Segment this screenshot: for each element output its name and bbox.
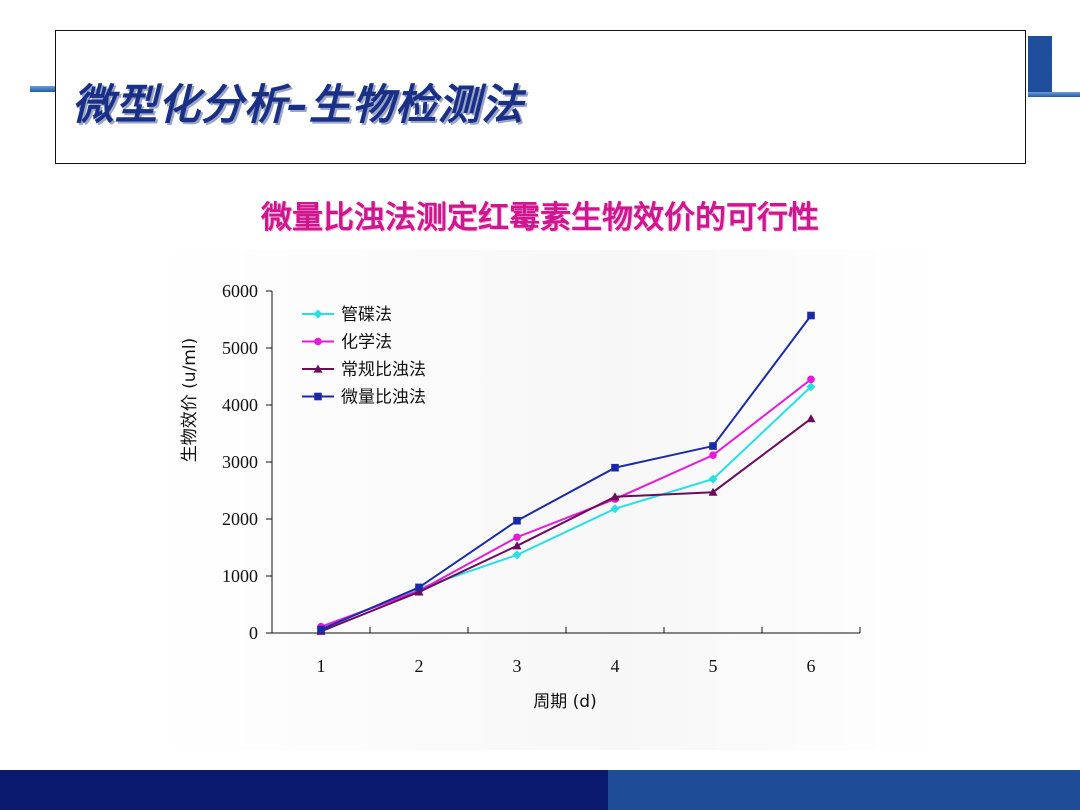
- data-point: [709, 442, 717, 450]
- legend-label: 常规比浊法: [341, 360, 426, 380]
- y-tick-label: 3000: [222, 452, 258, 472]
- slide-title: 微型化分析–生物检测法: [72, 80, 525, 129]
- series-3: [317, 311, 815, 634]
- chart-ticks: 0 1000 2000 3000 4000 5000 6000 1 2 3 4 5 6: [222, 281, 861, 676]
- chart-series: [316, 311, 816, 635]
- legend-label: 化学法: [341, 333, 392, 353]
- series-line: [320, 386, 812, 630]
- y-tick-label: 5000: [222, 338, 258, 358]
- y-tick-label: 2000: [222, 509, 258, 529]
- decorative-bar-left: [30, 86, 56, 92]
- y-tick-label: 1000: [222, 566, 258, 586]
- data-point: [611, 463, 619, 472]
- data-point: [806, 382, 816, 392]
- data-point: [807, 375, 815, 384]
- series-line: [320, 314, 812, 631]
- data-point: [414, 587, 424, 596]
- series-line: [320, 417, 812, 633]
- series-1: [317, 375, 815, 631]
- data-point: [513, 533, 521, 542]
- decorative-bar-right: [1028, 36, 1052, 96]
- legend-marker: [313, 364, 323, 373]
- legend-marker: [314, 337, 322, 346]
- plot-background: [150, 250, 940, 750]
- series-line: [320, 378, 812, 628]
- y-tick-label: 4000: [222, 395, 258, 415]
- footer-bar-dark: [0, 770, 608, 810]
- x-tick-label: 1: [317, 656, 326, 676]
- legend-marker: [313, 309, 323, 319]
- data-point: [610, 492, 620, 501]
- x-tick-label: 6: [807, 656, 816, 676]
- y-tick-label: 6000: [222, 281, 258, 301]
- series-0: [316, 382, 816, 633]
- data-point: [513, 516, 521, 525]
- legend-label: 管碟法: [341, 305, 392, 325]
- x-axis-label: 周期 (d): [533, 692, 596, 712]
- data-point: [512, 541, 522, 550]
- series-2: [316, 414, 816, 635]
- legend-label: 微量比浊法: [341, 388, 426, 408]
- data-point: [610, 504, 620, 514]
- data-point: [708, 474, 718, 484]
- decorative-bar-right-accent: [1028, 92, 1080, 97]
- data-point: [415, 583, 423, 592]
- footer-bar-light: [608, 770, 1080, 810]
- x-tick-label: 4: [611, 656, 620, 676]
- y-axis-label: 生物效价 (u/ml): [180, 338, 200, 462]
- data-point: [512, 550, 522, 560]
- y-tick-label: 0: [249, 623, 258, 643]
- data-point: [708, 487, 718, 496]
- slide-title-box: 微型化分析–生物检测法: [55, 30, 1026, 164]
- legend-marker: [314, 392, 322, 401]
- x-tick-label: 2: [415, 656, 424, 676]
- chart-title: 微量比浊法测定红霉素生物效价的可行性: [261, 200, 819, 236]
- data-point: [709, 451, 717, 459]
- data-point: [317, 625, 325, 634]
- data-point: [806, 414, 816, 423]
- x-tick-label: 5: [709, 656, 718, 676]
- x-tick-label: 3: [513, 656, 522, 676]
- data-point: [807, 311, 815, 320]
